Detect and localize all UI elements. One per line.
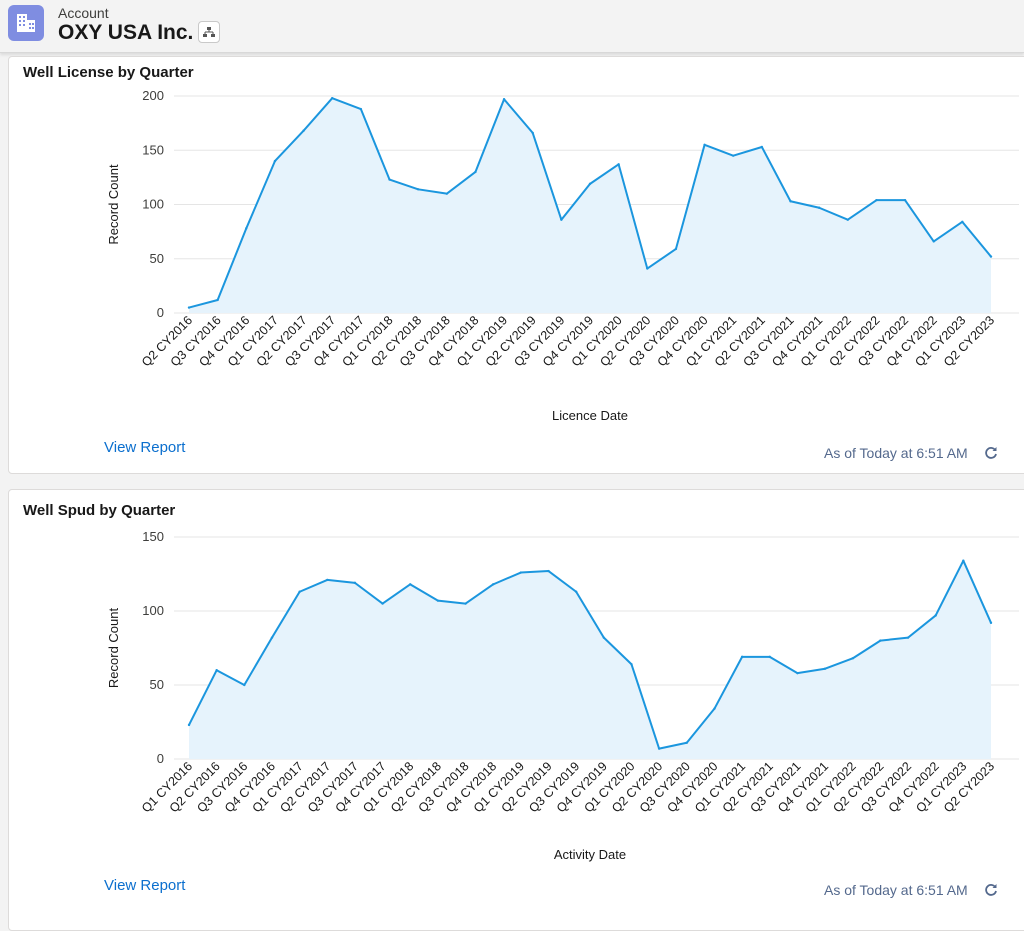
well-license-card: Well License by Quarter 0 50 100 150 200 Q2 C…: [8, 56, 1024, 474]
hierarchy-button[interactable]: [198, 21, 220, 43]
y-tick-label: 150: [142, 142, 164, 157]
data-point: [245, 227, 248, 230]
data-point: [353, 581, 357, 585]
y-tick-label: 0: [157, 751, 164, 766]
data-point: [359, 107, 363, 111]
data-point: [187, 306, 191, 309]
data-point: [674, 247, 678, 251]
data-point: [740, 655, 744, 659]
data-point: [574, 590, 578, 593]
data-point: [796, 671, 799, 675]
series-line: [188, 559, 992, 750]
data-point: [617, 163, 620, 166]
data-point: [381, 602, 384, 605]
as-of-timestamp: As of Today at 6:51 AM: [824, 445, 968, 461]
y-tick-label: 100: [142, 197, 164, 212]
y-tick-label: 50: [150, 251, 164, 266]
data-point: [588, 182, 592, 186]
data-point: [502, 98, 506, 101]
refresh-button[interactable]: [983, 882, 999, 898]
object-type-label: Account: [58, 5, 109, 21]
data-point: [879, 639, 882, 642]
data-point: [531, 131, 534, 135]
data-point: [846, 218, 849, 221]
data-point: [630, 663, 633, 666]
data-point: [215, 669, 218, 672]
data-point: [989, 255, 993, 258]
data-point: [646, 267, 649, 270]
data-point: [760, 145, 764, 149]
data-point: [713, 707, 716, 710]
data-point: [331, 96, 334, 100]
y-axis-title: Record Count: [106, 164, 121, 245]
data-point: [326, 578, 329, 582]
area-fill: [189, 560, 991, 759]
data-point: [817, 206, 821, 209]
record-header: Account OXY USA Inc.: [0, 0, 1024, 53]
data-point: [270, 636, 274, 639]
card-title: Well License by Quarter: [23, 64, 194, 81]
data-point: [547, 569, 550, 573]
y-axis-title: Record Count: [106, 608, 121, 689]
card-title: Well Spud by Quarter: [23, 502, 176, 519]
data-point: [492, 583, 495, 586]
x-axis-title: Activity Date: [554, 847, 626, 862]
data-point: [273, 159, 277, 163]
hierarchy-icon: [203, 27, 215, 37]
data-point: [789, 200, 792, 203]
y-tick-label: 50: [150, 677, 164, 692]
data-point: [823, 667, 827, 670]
data-point: [934, 614, 937, 617]
data-point: [989, 621, 993, 625]
data-point: [851, 657, 854, 660]
view-report-link[interactable]: View Report: [104, 439, 186, 456]
data-point: [602, 636, 606, 639]
area-fill: [189, 98, 991, 313]
well-spud-card: Well Spud by Quarter 0 50 100 150 Q1 CY2016 Q…: [8, 489, 1024, 931]
y-tick-label: 0: [157, 305, 164, 320]
refresh-icon: [985, 447, 997, 459]
data-point: [560, 218, 563, 221]
refresh-button[interactable]: [983, 445, 999, 461]
data-point: [464, 602, 467, 605]
data-point: [416, 188, 420, 191]
data-point: [302, 129, 305, 132]
data-point: [732, 154, 735, 157]
record-title: OXY USA Inc.: [58, 21, 194, 44]
data-point: [768, 655, 771, 659]
data-point: [932, 240, 935, 243]
data-point: [657, 747, 661, 750]
data-point: [875, 198, 878, 202]
data-point: [685, 741, 688, 744]
data-point: [474, 170, 477, 174]
building-icon: [8, 5, 44, 41]
data-point: [903, 198, 907, 202]
data-point: [243, 683, 246, 687]
data-point: [962, 559, 965, 562]
y-tick-label: 200: [142, 88, 164, 103]
data-point: [703, 143, 706, 147]
data-point: [436, 599, 440, 602]
y-tick-label: 100: [142, 603, 164, 618]
data-point: [409, 583, 412, 586]
data-point: [298, 590, 301, 593]
data-point: [187, 723, 191, 727]
data-point: [906, 636, 910, 639]
data-point: [445, 192, 448, 195]
data-point: [961, 220, 964, 224]
data-point: [519, 571, 523, 574]
view-report-link[interactable]: View Report: [104, 877, 186, 894]
as-of-timestamp: As of Today at 6:51 AM: [824, 882, 968, 898]
refresh-icon: [985, 884, 997, 896]
data-point: [388, 178, 391, 181]
y-tick-label: 150: [142, 529, 164, 544]
data-point: [216, 298, 219, 302]
x-axis-title: Licence Date: [552, 408, 628, 423]
